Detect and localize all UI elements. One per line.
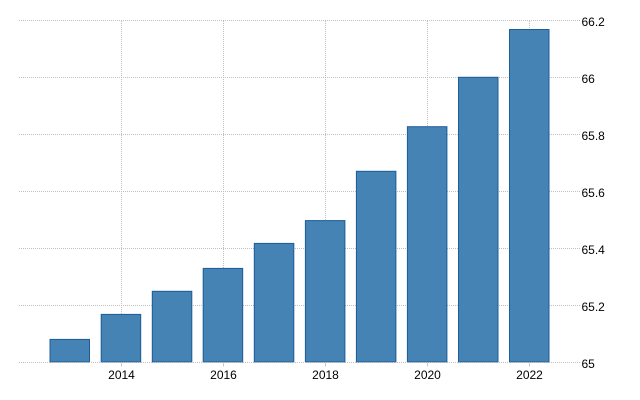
svg-text:65.4: 65.4 <box>582 243 606 257</box>
svg-text:65: 65 <box>582 357 596 371</box>
svg-text:65.8: 65.8 <box>582 129 606 143</box>
svg-text:2016: 2016 <box>210 368 237 382</box>
svg-text:2022: 2022 <box>516 368 543 382</box>
svg-text:2020: 2020 <box>414 368 441 382</box>
svg-text:65.6: 65.6 <box>582 186 606 200</box>
svg-text:66: 66 <box>582 72 596 86</box>
svg-text:2018: 2018 <box>312 368 339 382</box>
svg-text:2014: 2014 <box>108 368 135 382</box>
svg-text:66.2: 66.2 <box>582 15 606 29</box>
svg-text:65.2: 65.2 <box>582 300 606 314</box>
